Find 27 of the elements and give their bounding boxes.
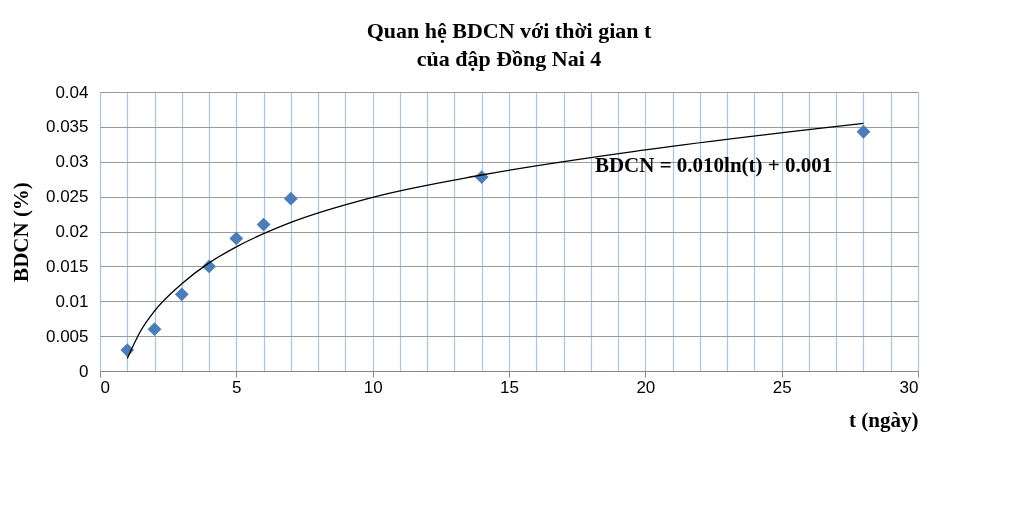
annotation: BDCN = 0.010ln(t) + 0.001 <box>594 152 833 177</box>
y-axis-title: BDCN (%) <box>8 182 33 282</box>
x-tick-label: 15 <box>500 377 519 397</box>
x-tick-label: 10 <box>363 377 383 397</box>
chart-title: Quan hệ BDCN với thời gian t <box>366 18 653 43</box>
point <box>256 217 271 232</box>
x-tick-label: 0 <box>100 377 110 397</box>
x-tick-label: 20 <box>636 377 656 397</box>
point <box>283 191 298 206</box>
y-tick-label: 0.03 <box>55 152 89 172</box>
x-tick-label: 25 <box>772 377 792 397</box>
y-tick-label: 0.02 <box>55 222 89 241</box>
point <box>856 124 871 139</box>
y-tick-label: 0.01 <box>55 291 89 311</box>
point <box>229 231 244 246</box>
y-tick-label: 0.04 <box>55 82 89 102</box>
x-tick-label: 5 <box>232 377 242 397</box>
x-axis-title: t (ngày) <box>849 407 919 432</box>
x-tick-label: 30 <box>899 377 919 397</box>
y-tick-label: 0 <box>79 361 89 381</box>
y-tick-label: 0.035 <box>45 117 89 137</box>
y-tick-label: 0.015 <box>45 256 89 276</box>
point <box>174 287 189 302</box>
y-tick-label: 0.025 <box>45 187 89 207</box>
y-tick-label: 0.005 <box>45 326 89 346</box>
point <box>147 322 162 337</box>
chart-subtitle: của đập Đồng Nai 4 <box>416 46 602 71</box>
